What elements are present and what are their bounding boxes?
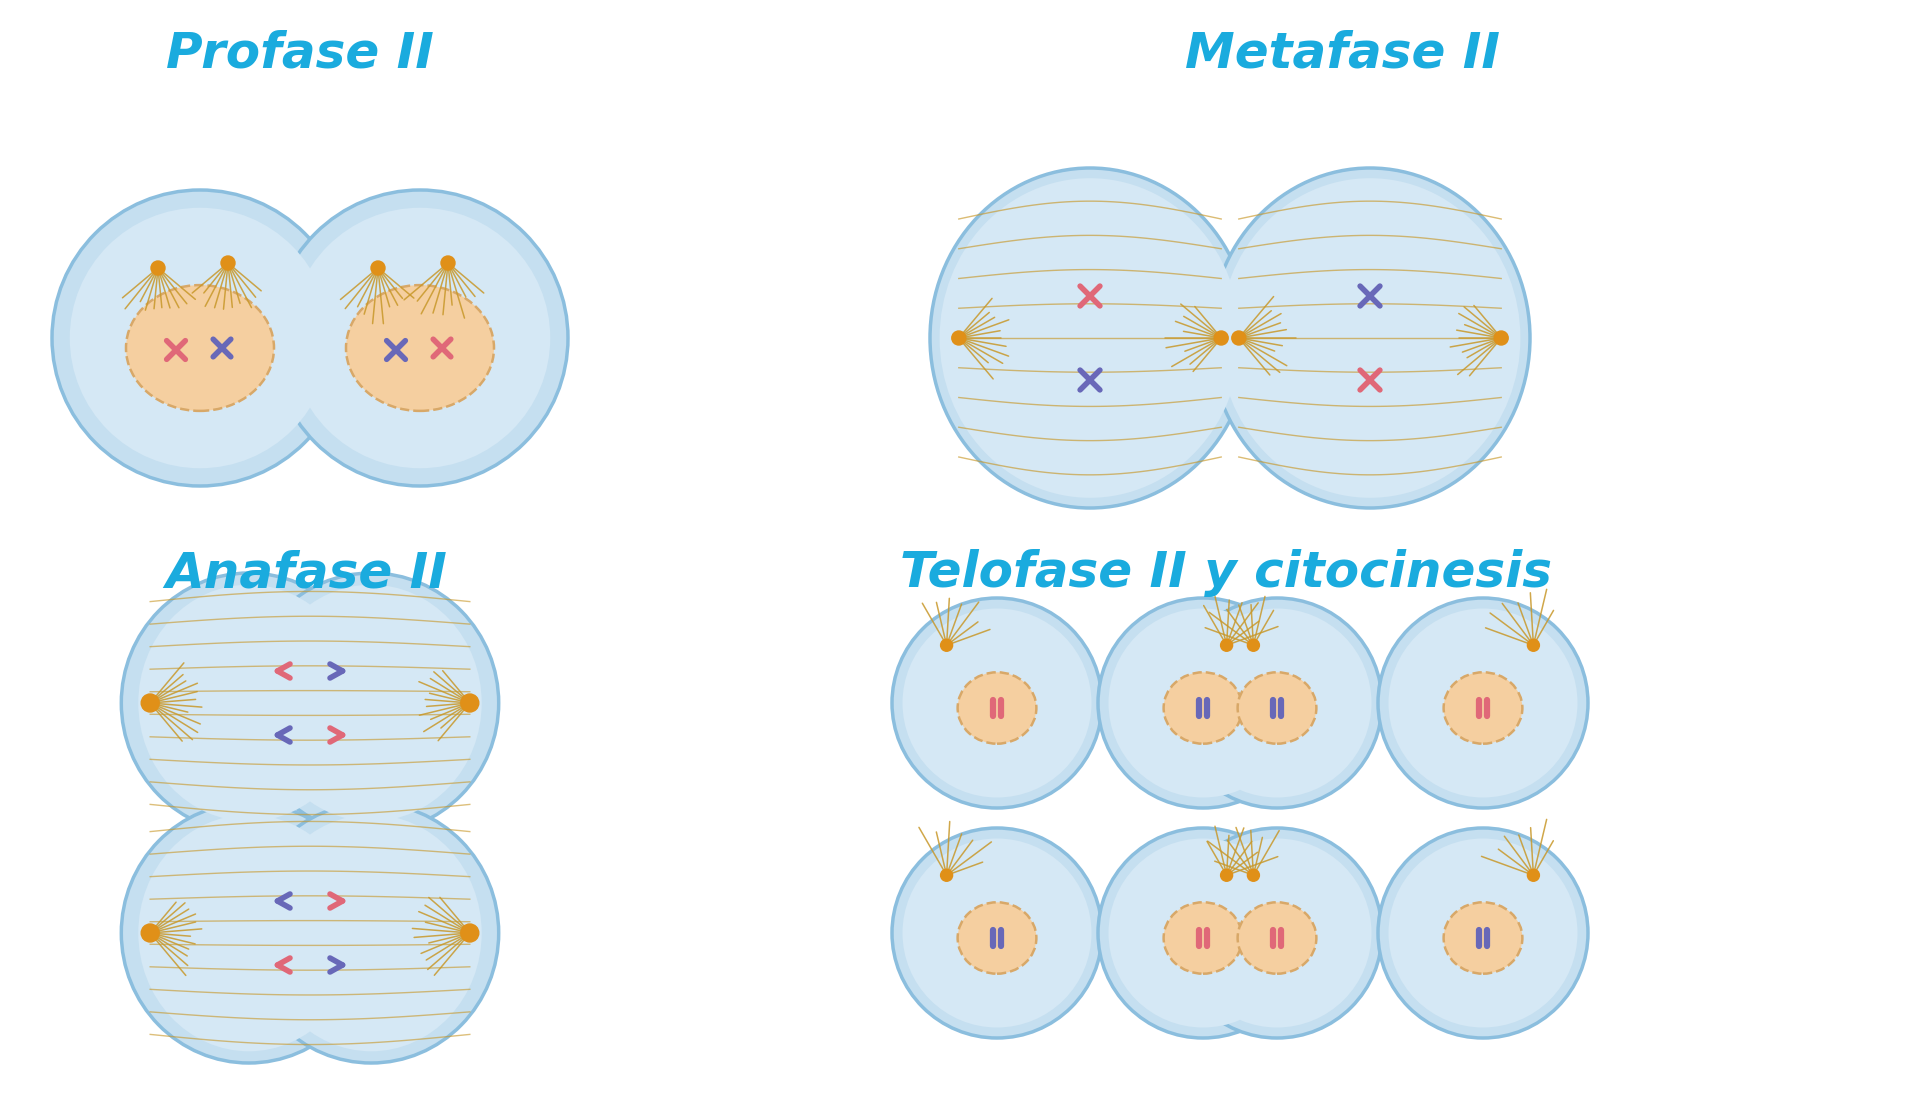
Circle shape — [69, 208, 330, 468]
Circle shape — [152, 260, 165, 275]
Ellipse shape — [1164, 672, 1242, 743]
Circle shape — [1379, 828, 1588, 1038]
Circle shape — [941, 870, 952, 881]
Circle shape — [1098, 598, 1308, 808]
Ellipse shape — [121, 803, 376, 1063]
Ellipse shape — [138, 815, 359, 1051]
Ellipse shape — [958, 672, 1037, 743]
Ellipse shape — [1210, 168, 1530, 508]
Ellipse shape — [1164, 902, 1242, 974]
Circle shape — [952, 331, 966, 345]
Circle shape — [1379, 598, 1588, 808]
Circle shape — [442, 256, 455, 271]
Circle shape — [1171, 598, 1382, 808]
Circle shape — [1388, 608, 1578, 797]
Circle shape — [893, 598, 1102, 808]
Circle shape — [1248, 870, 1260, 881]
Circle shape — [273, 190, 568, 486]
Ellipse shape — [929, 168, 1250, 508]
Circle shape — [1248, 639, 1260, 652]
Circle shape — [1171, 828, 1382, 1038]
Ellipse shape — [1238, 672, 1317, 743]
Text: Telofase II y citocinesis: Telofase II y citocinesis — [900, 549, 1551, 597]
Circle shape — [1528, 639, 1540, 652]
Ellipse shape — [1238, 902, 1317, 974]
Ellipse shape — [261, 585, 482, 822]
Circle shape — [902, 608, 1091, 797]
Circle shape — [893, 828, 1102, 1038]
Circle shape — [371, 260, 386, 275]
Circle shape — [142, 694, 159, 712]
Ellipse shape — [127, 285, 275, 411]
Circle shape — [290, 208, 551, 468]
Circle shape — [1108, 608, 1298, 797]
Circle shape — [1183, 838, 1371, 1027]
Circle shape — [1528, 870, 1540, 881]
Ellipse shape — [244, 803, 499, 1063]
Text: Profase II: Profase II — [165, 29, 434, 77]
Circle shape — [1221, 639, 1233, 652]
Circle shape — [461, 923, 478, 942]
Ellipse shape — [261, 815, 482, 1051]
Ellipse shape — [1444, 672, 1523, 743]
Circle shape — [941, 639, 952, 652]
Ellipse shape — [244, 574, 499, 833]
Ellipse shape — [138, 585, 359, 822]
Text: Anafase II: Anafase II — [165, 549, 447, 597]
Text: Metafase II: Metafase II — [1185, 29, 1500, 77]
Ellipse shape — [939, 178, 1240, 498]
Ellipse shape — [121, 574, 376, 833]
Circle shape — [1108, 838, 1298, 1027]
Ellipse shape — [1219, 178, 1521, 498]
Circle shape — [1233, 331, 1246, 345]
Ellipse shape — [958, 902, 1037, 974]
Circle shape — [142, 923, 159, 942]
Circle shape — [1183, 608, 1371, 797]
Circle shape — [1388, 838, 1578, 1027]
Circle shape — [221, 256, 234, 271]
Circle shape — [1098, 828, 1308, 1038]
Circle shape — [902, 838, 1091, 1027]
Circle shape — [1213, 331, 1229, 345]
Circle shape — [461, 694, 478, 712]
Ellipse shape — [1444, 902, 1523, 974]
Circle shape — [52, 190, 348, 486]
Circle shape — [1494, 331, 1509, 345]
Ellipse shape — [346, 285, 493, 411]
Circle shape — [1221, 870, 1233, 881]
